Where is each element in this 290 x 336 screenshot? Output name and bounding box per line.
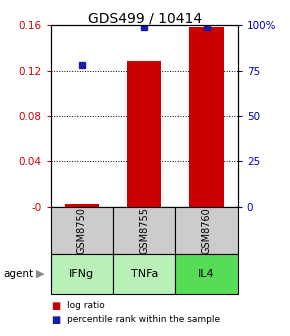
Text: agent: agent bbox=[3, 269, 33, 279]
Bar bbox=[65, 204, 99, 207]
Text: TNFa: TNFa bbox=[130, 269, 158, 279]
Bar bbox=[175, 254, 238, 294]
Bar bbox=[113, 254, 175, 294]
Text: GSM8750: GSM8750 bbox=[77, 207, 87, 254]
Text: GDS499 / 10414: GDS499 / 10414 bbox=[88, 12, 202, 26]
Bar bbox=[51, 207, 113, 254]
Text: GSM8760: GSM8760 bbox=[202, 207, 212, 254]
Bar bbox=[113, 207, 175, 254]
Text: IFNg: IFNg bbox=[69, 269, 95, 279]
Bar bbox=[51, 254, 113, 294]
Text: GSM8755: GSM8755 bbox=[139, 207, 149, 254]
Bar bbox=[127, 61, 162, 207]
Text: ■: ■ bbox=[51, 315, 60, 325]
Text: IL4: IL4 bbox=[198, 269, 215, 279]
Text: percentile rank within the sample: percentile rank within the sample bbox=[67, 316, 220, 324]
Text: ▶: ▶ bbox=[37, 269, 45, 279]
Bar bbox=[189, 28, 224, 207]
Text: ■: ■ bbox=[51, 301, 60, 311]
Text: log ratio: log ratio bbox=[67, 301, 104, 310]
Bar bbox=[175, 207, 238, 254]
